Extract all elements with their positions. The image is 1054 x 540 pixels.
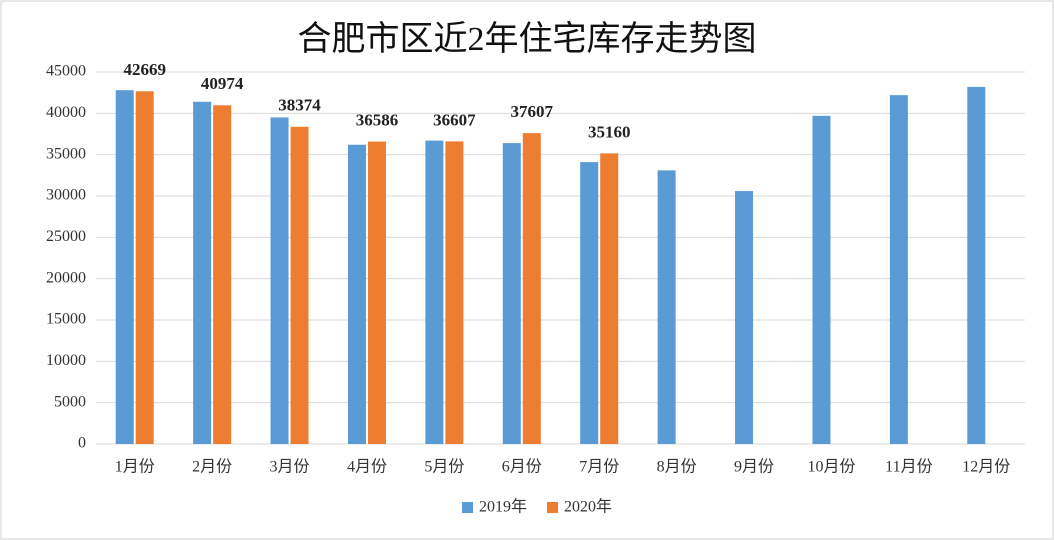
x-tick-label: 9月份 — [734, 458, 774, 476]
x-tick-label: 6月份 — [502, 458, 542, 476]
y-tick-label: 10000 — [46, 352, 86, 369]
data-label: 42669 — [123, 60, 166, 79]
bar — [213, 105, 232, 444]
y-tick-label: 45000 — [46, 63, 86, 80]
x-tick-label: 2月份 — [192, 458, 232, 476]
bar — [522, 133, 541, 444]
y-tick-label: 40000 — [46, 104, 86, 121]
bar — [193, 101, 212, 444]
y-tick-label: 35000 — [46, 145, 86, 162]
bar — [600, 153, 619, 444]
x-tick-label: 1月份 — [115, 458, 155, 476]
y-tick-label: 5000 — [54, 393, 86, 410]
y-tick-label: 25000 — [46, 228, 86, 245]
x-tick-label: 11月份 — [885, 458, 932, 476]
bar — [967, 86, 986, 444]
x-tick-label: 12月份 — [962, 458, 1010, 476]
bar — [115, 90, 134, 444]
legend-swatch — [547, 502, 559, 513]
y-tick-label: 0 — [78, 435, 86, 452]
bar — [735, 191, 754, 444]
legend-swatch — [462, 502, 473, 513]
x-tick-label: 10月份 — [807, 458, 855, 476]
legend-label: 2020年 — [564, 498, 612, 516]
bar — [270, 117, 289, 444]
bar — [425, 140, 444, 444]
data-label: 36586 — [356, 110, 399, 129]
data-label: 35160 — [588, 122, 631, 141]
data-label: 40974 — [201, 74, 244, 93]
bar — [367, 141, 386, 445]
x-tick-label: 7月份 — [579, 458, 619, 476]
y-tick-label: 30000 — [46, 187, 86, 204]
bar — [657, 170, 676, 444]
bar — [445, 141, 464, 444]
data-label: 36607 — [433, 110, 476, 129]
legend-label: 2019年 — [479, 498, 527, 516]
chart-title: 合肥市区近2年住宅库存走势图 — [298, 20, 757, 58]
x-tick-label: 8月份 — [657, 458, 697, 476]
data-label: 37607 — [511, 102, 554, 121]
x-tick-label: 5月份 — [424, 458, 464, 476]
y-tick-label: 20000 — [46, 269, 86, 286]
bar — [502, 143, 521, 445]
x-tick-label: 3月份 — [270, 458, 310, 476]
y-tick-label: 15000 — [46, 311, 86, 328]
bar — [580, 162, 599, 444]
bar — [347, 144, 366, 444]
bar — [889, 95, 908, 444]
data-label: 38374 — [278, 96, 321, 115]
bar — [135, 91, 154, 445]
x-tick-label: 4月份 — [347, 458, 387, 476]
bar — [812, 115, 831, 445]
bar — [290, 126, 309, 444]
